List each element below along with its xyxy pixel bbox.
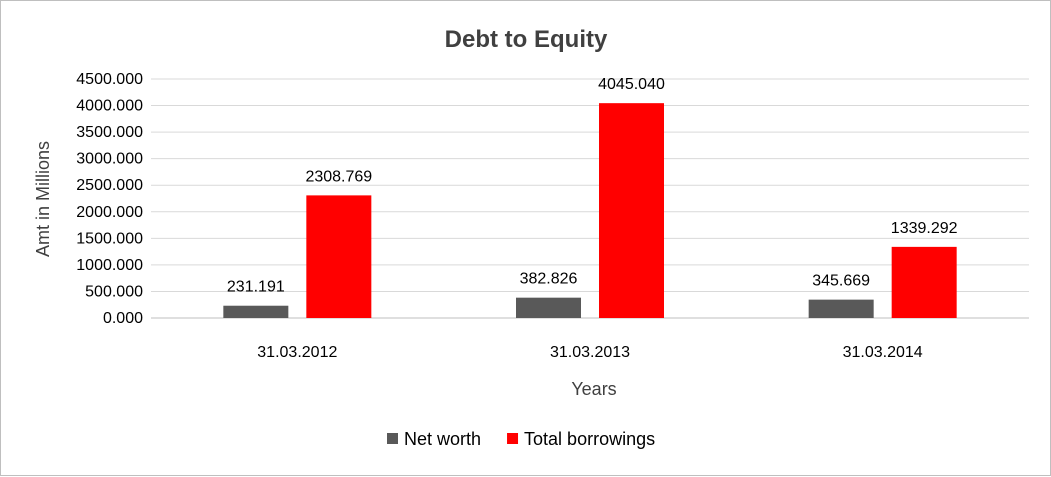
x-tick-label: 31.03.2012: [257, 344, 337, 361]
bar: [516, 297, 581, 318]
legend-label: Total borrowings: [524, 429, 655, 449]
data-label: 345.669: [812, 273, 870, 290]
data-label: 231.191: [227, 279, 285, 296]
y-axis-title: Amt in Millions: [33, 141, 53, 257]
bar: [306, 195, 372, 318]
legend-swatch: [387, 433, 398, 444]
bar: [599, 103, 664, 319]
y-tick-label: 4500.000: [76, 71, 143, 88]
x-tick-label: 31.03.2014: [843, 344, 923, 361]
y-tick-label: 500.000: [85, 283, 143, 300]
x-axis-ticks: 31.03.2012 31.03.2013 31.03.2014: [257, 344, 923, 361]
y-tick-label: 3500.000: [76, 124, 143, 141]
x-tick-label: 31.03.2013: [550, 344, 630, 361]
bar: [808, 299, 874, 318]
data-labels: 231.191 2308.769 382.826 4045.040 345.669 133…: [227, 76, 958, 296]
gridlines: [151, 78, 1029, 319]
y-tick-label: 3000.000: [76, 151, 143, 168]
bar: [891, 246, 957, 318]
data-label: 4045.040: [598, 76, 665, 93]
bars: [223, 103, 957, 319]
y-axis-ticks: 0.000 500.000 1000.000 1500.000 2000.000 2500…: [76, 71, 143, 327]
chart-title: Debt to Equity: [445, 26, 608, 53]
y-tick-label: 4000.000: [76, 98, 143, 115]
x-axis-title: Years: [571, 379, 616, 399]
y-tick-label: 0.000: [103, 310, 143, 327]
y-tick-label: 1500.000: [76, 230, 143, 247]
bar: [223, 305, 289, 318]
y-tick-label: 1000.000: [76, 257, 143, 274]
data-label: 2308.769: [305, 168, 372, 185]
data-label: 1339.292: [891, 220, 958, 237]
y-tick-label: 2000.000: [76, 204, 143, 221]
legend-swatch: [507, 433, 519, 444]
legend: Net worth Total borrowings: [387, 429, 655, 449]
data-label: 382.826: [520, 271, 578, 288]
legend-label: Net worth: [404, 429, 481, 449]
y-tick-label: 2500.000: [76, 177, 143, 194]
